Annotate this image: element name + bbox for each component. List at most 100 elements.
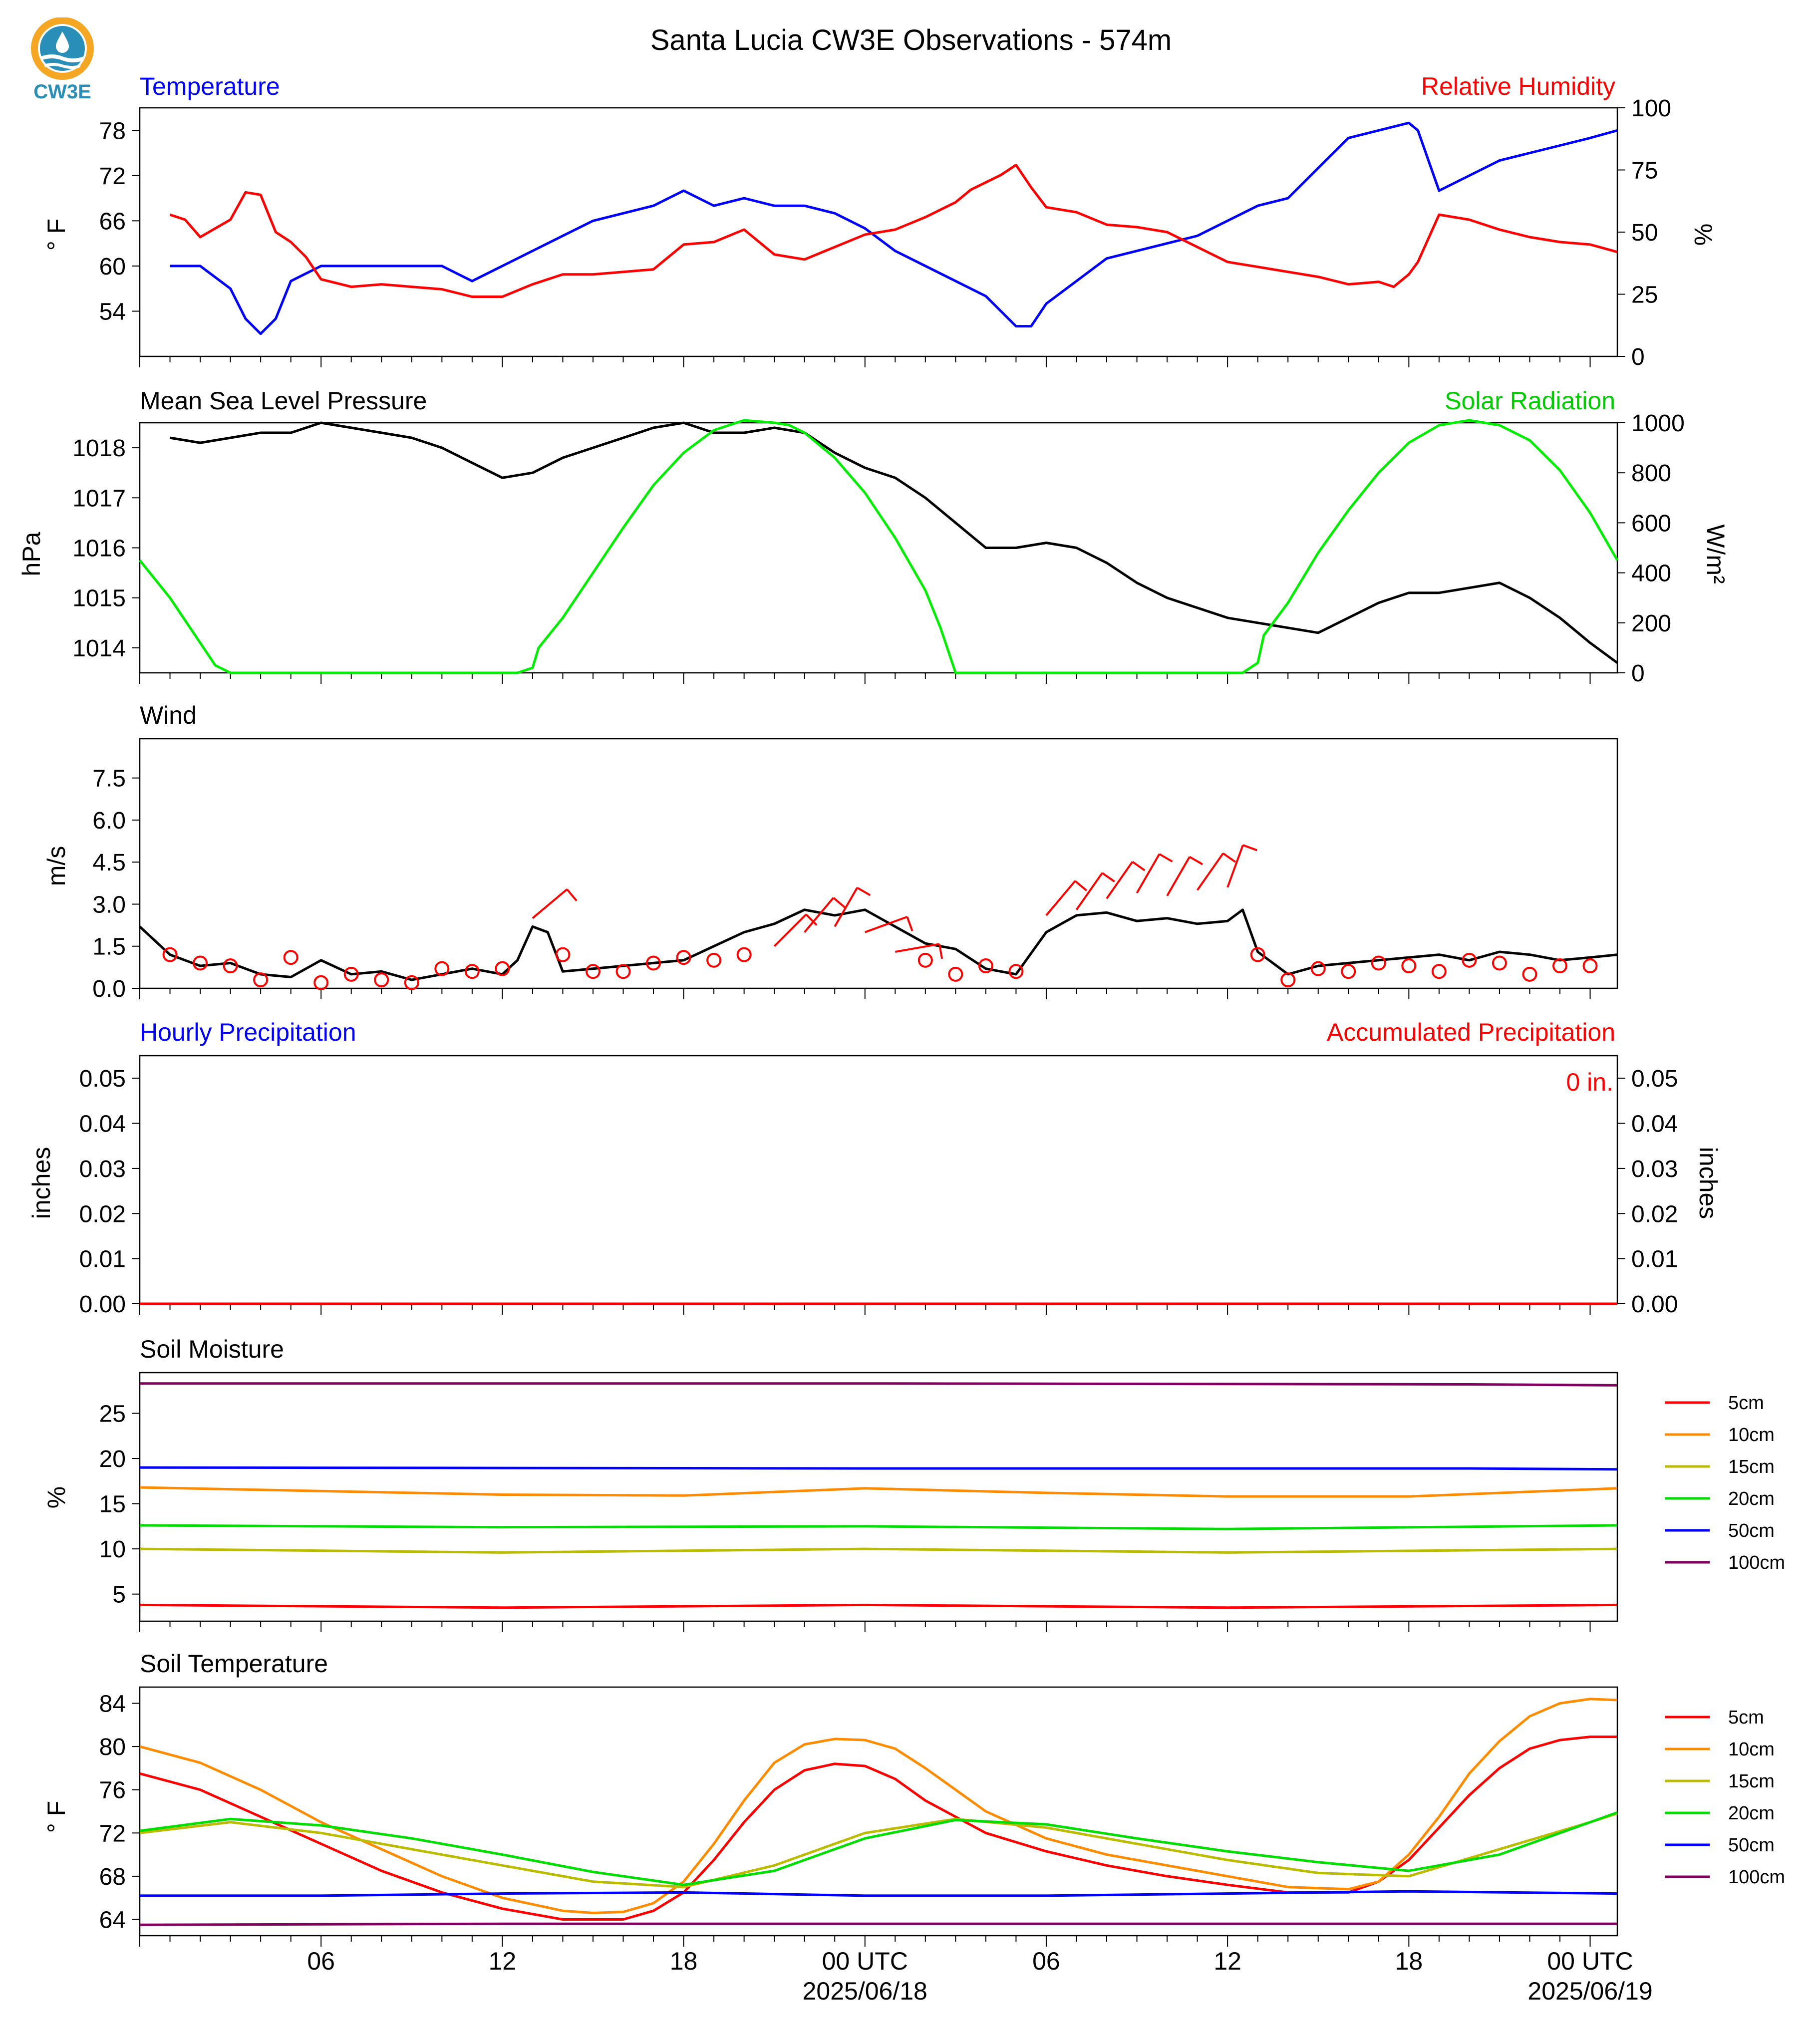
wind-barb-staff	[834, 887, 858, 927]
legend-label-d15: 15cm	[1728, 1771, 1775, 1792]
x-tick-label: 12	[489, 1947, 517, 1975]
series-line-d20	[139, 1811, 1618, 1886]
temperature-axes: 54 60 66 72 78 0 25 50 75 100	[99, 95, 1671, 370]
series-line-solar	[139, 419, 1619, 674]
x-tick-label: 06	[307, 1947, 335, 1975]
y-tick-label: 72	[99, 1820, 126, 1847]
wind-barb-calm	[948, 966, 963, 982]
panel-precipitation: Hourly Precipitation Accumulated Precipi…	[27, 1018, 1722, 1318]
legend-label-d10: 10cm	[1728, 1739, 1775, 1760]
wind-barb-flag	[1242, 844, 1257, 852]
wind-barb-staff	[532, 888, 568, 919]
y-tick-label: 72	[99, 163, 126, 190]
legend-label-d100: 100cm	[1728, 1552, 1785, 1573]
wind-barb-calm	[253, 972, 269, 988]
figure-title: Santa Lucia CW3E Observations - 574m	[650, 24, 1172, 56]
ylabel-humidity: %	[1689, 224, 1717, 246]
ylabel-wind: m/s	[42, 846, 70, 886]
series-line-d5	[139, 1603, 1618, 1609]
panel-soil-moisture: Soil Moisture % 5 10 15 20 25 5cm 10cm 15cm 20c…	[42, 1335, 1785, 1632]
y-tick-label: 60	[99, 254, 126, 280]
wind-barb-flag	[1189, 856, 1204, 866]
wind-barb-calm	[374, 972, 389, 988]
series-line-d5	[139, 1736, 1617, 1921]
y-tick-label: 68	[99, 1864, 126, 1890]
legend-label-d5: 5cm	[1728, 1393, 1764, 1414]
y-tick-label: 1.5	[92, 934, 126, 960]
legend-label-d50: 50cm	[1728, 1835, 1775, 1856]
series-line-wind	[139, 908, 1618, 981]
wind-barb-calm	[193, 955, 208, 971]
y-tick-label: 1016	[72, 536, 126, 562]
y-right-tick-label: 25	[1631, 282, 1658, 308]
precipitation-axes: 0.00 0.01 0.02 0.03 0.04 0.05 0.00 0.01 0.02 0.03…	[79, 1055, 1678, 1318]
temperature-series	[169, 121, 1618, 335]
logo-wave	[41, 54, 84, 62]
panel-title-temperature: Temperature	[140, 72, 280, 100]
wind-barb-staff	[1166, 856, 1191, 896]
y-tick-label: 54	[99, 298, 126, 325]
y-tick-label: 7.5	[92, 766, 126, 792]
panel-title-solar-radiation: Solar Radiation	[1445, 387, 1615, 415]
y-right-tick-label: 0.03	[1631, 1156, 1678, 1182]
plot-frame	[139, 1372, 1618, 1622]
panel-title-pressure: Mean Sea Level Pressure	[140, 387, 427, 415]
x-tick-label: 06	[1032, 1947, 1060, 1975]
series-line-d10	[139, 1698, 1618, 1914]
soil-moisture-legend: 5cm 10cm 15cm 20cm 50cm 100cm	[1665, 1393, 1785, 1573]
plot-frame	[139, 1055, 1618, 1305]
wind-barb-calm	[917, 952, 933, 968]
y-right-tick-label: 200	[1631, 610, 1671, 637]
soil-temperature-series	[139, 1698, 1618, 1926]
y-tick-label: 0.00	[79, 1291, 126, 1318]
panel-wind: Wind m/s 0.0 1.5 3.0 4.5 6.0 7.5	[42, 701, 1618, 1002]
y-right-tick-label: 50	[1631, 220, 1658, 246]
wind-barb-flag	[857, 886, 871, 896]
wind-barb-flag	[1222, 853, 1236, 863]
wind-barb-staff	[1075, 872, 1103, 910]
logo-drop-icon	[56, 31, 69, 53]
plot-frame	[139, 738, 1618, 989]
series-line-d15	[139, 1812, 1618, 1889]
panel-temperature: Temperature Relative Humidity ° F % 54 60…	[42, 72, 1717, 370]
wind-barb-staff	[865, 915, 908, 933]
panel-title-wind: Wind	[140, 701, 197, 729]
wind-barb-calm	[585, 964, 601, 979]
cw3e-logo: CW3E	[31, 17, 94, 102]
y-right-tick-label: 0.05	[1631, 1066, 1678, 1092]
wind-barb-calm	[1008, 964, 1024, 979]
wind-barb-flag	[938, 943, 943, 959]
panel-title-accumulated-precipitation: Accumulated Precipitation	[1327, 1018, 1615, 1046]
plot-frame	[139, 422, 1618, 674]
y-tick-label: 25	[99, 1401, 126, 1427]
pressure-axes: 1014 1015 1016 1017 1018 0 200 400 600 800 1000	[72, 410, 1685, 687]
wind-barb-calm	[283, 950, 299, 965]
y-right-tick-label: 800	[1631, 460, 1671, 487]
wind-barb-calm	[1280, 972, 1296, 988]
ylabel-temperature: ° F	[42, 219, 70, 251]
series-line-rh	[169, 164, 1618, 298]
wind-barb-flag	[906, 916, 913, 931]
wind-barb-flag	[805, 913, 818, 926]
y-tick-label: 1015	[72, 585, 126, 612]
wind-barb-calm	[1341, 964, 1356, 979]
series-line-d15	[139, 1547, 1618, 1554]
wind-barb-calm	[1371, 955, 1386, 971]
soil-moisture-axes: 5 10 15 20 25	[99, 1372, 1618, 1632]
y-tick-label: 80	[99, 1734, 126, 1760]
wind-barb-flag	[833, 897, 846, 908]
wind-barb-flag	[1101, 872, 1115, 882]
ylabel-pressure: hPa	[17, 532, 45, 576]
y-tick-label: 78	[99, 118, 126, 144]
y-tick-label: 1018	[72, 435, 126, 462]
y-tick-label: 3.0	[92, 891, 126, 918]
legend-label-d100: 100cm	[1728, 1867, 1785, 1888]
y-right-tick-label: 0	[1631, 660, 1645, 687]
y-right-tick-label: 0.04	[1631, 1111, 1678, 1138]
wind-barb-calm	[615, 964, 631, 979]
y-tick-label: 0.05	[79, 1066, 126, 1092]
wind-barb-staff	[1136, 854, 1161, 893]
panel-soil-temperature: Soil Temperature ° F 64 68 72 76 80 84 5cm 10c…	[42, 1650, 1785, 1947]
y-tick-label: 0.04	[79, 1111, 126, 1138]
